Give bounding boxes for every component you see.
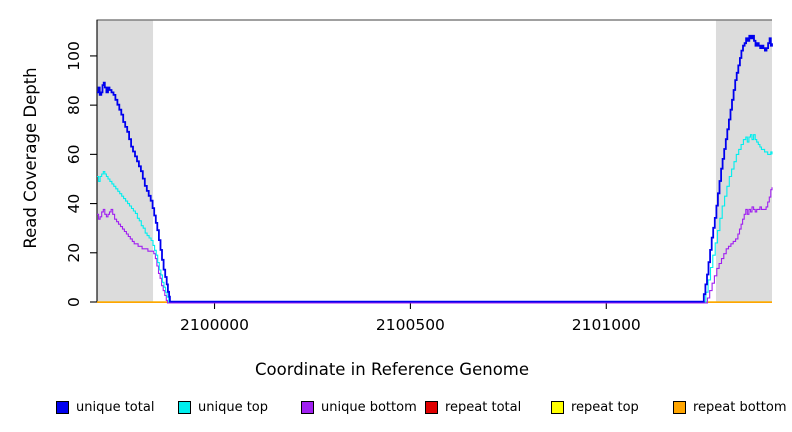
series-line-unique-top	[97, 134, 773, 303]
x-tick-label: 2100000	[180, 316, 249, 334]
legend-item-unique-total: unique total	[56, 397, 154, 417]
y-tick-label: 40	[65, 194, 83, 214]
legend-swatch-repeat-total	[425, 400, 438, 414]
shaded-region-0	[97, 20, 154, 302]
legend-item-repeat-top: repeat top	[551, 397, 639, 417]
series-line-unique-bottom	[97, 187, 773, 304]
legend-swatch-unique-bottom	[301, 400, 314, 414]
x-tick-label: 2100500	[376, 316, 445, 334]
legend-label-repeat-top: repeat top	[571, 399, 639, 415]
x-axis-title: Coordinate in Reference Genome	[255, 360, 529, 379]
y-tick-label: 20	[65, 243, 83, 263]
y-tick-label: 0	[65, 297, 83, 307]
legend-item-repeat-total: repeat total	[425, 397, 521, 417]
shaded-region-1	[715, 20, 772, 302]
series-line-unique-total	[97, 34, 773, 303]
legend-swatch-repeat-bottom	[673, 400, 686, 414]
legend-label-unique-top: unique top	[198, 399, 269, 415]
y-tick-label: 100	[65, 41, 83, 71]
y-tick-label: 80	[65, 95, 83, 115]
legend-label-unique-total: unique total	[76, 399, 155, 415]
legend-swatch-unique-total	[56, 400, 69, 414]
legend-swatch-unique-top	[178, 400, 191, 414]
legend-swatch-repeat-top	[551, 400, 564, 414]
legend-label-repeat-bottom: repeat bottom	[693, 399, 787, 415]
y-axis-title: Read Coverage Depth	[21, 67, 40, 248]
legend-label-repeat-total: repeat total	[445, 399, 522, 415]
chart-legend: unique total unique top unique bottom re…	[0, 397, 792, 421]
legend-item-repeat-bottom: repeat bottom	[673, 397, 787, 417]
legend-item-unique-top: unique top	[178, 397, 268, 417]
y-tick-label: 60	[65, 144, 83, 164]
legend-label-unique-bottom: unique bottom	[321, 399, 417, 415]
legend-item-unique-bottom: unique bottom	[301, 397, 417, 417]
x-tick-label: 2101000	[572, 316, 641, 334]
